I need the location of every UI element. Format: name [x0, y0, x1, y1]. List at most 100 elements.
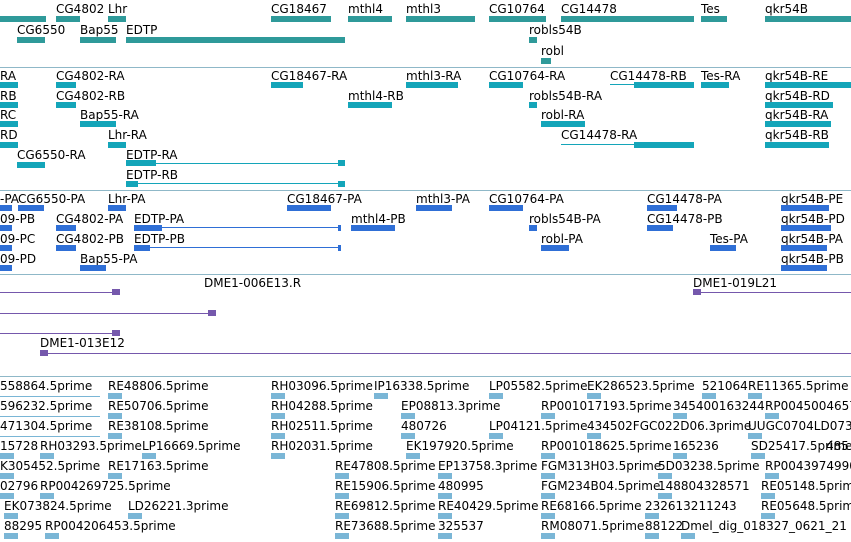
- gene-label[interactable]: robl: [541, 44, 564, 58]
- gene-label[interactable]: CG6550: [17, 23, 66, 37]
- est-feature[interactable]: [0, 453, 14, 459]
- transcript-feature[interactable]: [108, 142, 126, 148]
- est-label[interactable]: SD25417.5prime: [751, 439, 851, 453]
- est-feature[interactable]: [40, 493, 54, 499]
- transcript-feature[interactable]: [489, 82, 523, 88]
- gene-label[interactable]: CG4802: [56, 2, 105, 16]
- est-feature[interactable]: [541, 493, 555, 499]
- protein-feature[interactable]: [541, 245, 569, 251]
- clone-label[interactable]: DME1-006E13.R: [204, 276, 302, 290]
- protein-label[interactable]: 09-PB: [0, 212, 36, 226]
- est-label[interactable]: EK197920.5prime: [406, 439, 514, 453]
- est-label[interactable]: 02796: [0, 479, 39, 493]
- transcript-label[interactable]: EDTP-RB: [126, 168, 179, 182]
- clone-end[interactable]: [112, 289, 120, 295]
- transcript-label[interactable]: Tes-RA: [701, 69, 741, 83]
- gene-label[interactable]: Bap55: [80, 23, 119, 37]
- est-label[interactable]: FGM234B04.5prime: [541, 479, 661, 493]
- protein-feature[interactable]: [0, 225, 12, 231]
- est-feature[interactable]: [335, 473, 349, 479]
- transcript-label[interactable]: CG18467-RA: [271, 69, 348, 83]
- transcript-label[interactable]: CG6550-RA: [17, 148, 86, 162]
- transcript-label[interactable]: robl-RA: [541, 108, 585, 122]
- est-feature[interactable]: [374, 393, 388, 399]
- est-label[interactable]: RE11365.5prime: [748, 379, 849, 393]
- transcript-feature[interactable]: [765, 82, 851, 88]
- est-feature[interactable]: [645, 533, 659, 539]
- est-feature[interactable]: [142, 453, 156, 459]
- transcript-feature[interactable]: [765, 121, 831, 127]
- protein-feature[interactable]: [80, 265, 106, 271]
- transcript-feature[interactable]: [338, 181, 345, 187]
- est-label[interactable]: 521064: [702, 379, 748, 393]
- est-label[interactable]: RE05648.5prime: [761, 499, 851, 513]
- protein-label[interactable]: Bap55-PA: [80, 252, 138, 266]
- est-feature[interactable]: [438, 513, 452, 519]
- protein-label[interactable]: robl-PA: [541, 232, 583, 246]
- protein-feature[interactable]: [134, 225, 162, 231]
- est-label[interactable]: RH02511.5prime: [271, 419, 373, 433]
- est-label[interactable]: EP08813.3prime: [401, 399, 501, 413]
- protein-feature[interactable]: [108, 205, 126, 211]
- est-feature[interactable]: [271, 433, 285, 439]
- protein-label[interactable]: CG10764-PA: [489, 192, 564, 206]
- protein-label[interactable]: EDTP-PB: [134, 232, 185, 246]
- transcript-label[interactable]: mthl4-RB: [348, 89, 404, 103]
- est-feature[interactable]: [335, 533, 349, 539]
- est-label[interactable]: 345400163244: [673, 399, 765, 413]
- est-feature[interactable]: [45, 533, 59, 539]
- est-label[interactable]: RE15906.5prime: [335, 479, 436, 493]
- est-feature[interactable]: [4, 533, 18, 539]
- gene-feature[interactable]: [126, 37, 345, 43]
- est-label[interactable]: RH03293.5prime: [40, 439, 142, 453]
- est-label[interactable]: RE38108.5prime: [108, 419, 209, 433]
- gene-label[interactable]: mthl4: [348, 2, 383, 16]
- gene-label[interactable]: Lhr: [108, 2, 128, 16]
- protein-feature[interactable]: [56, 245, 76, 251]
- est-label[interactable]: RE68166.5prime: [541, 499, 642, 513]
- est-label[interactable]: LP16669.5prime: [142, 439, 241, 453]
- est-label[interactable]: 232613211243: [645, 499, 737, 513]
- transcript-label[interactable]: mthl3-RA: [406, 69, 462, 83]
- est-feature[interactable]: [645, 513, 659, 519]
- transcript-label[interactable]: qkr54B-RE: [765, 69, 829, 83]
- protein-feature[interactable]: [647, 225, 673, 231]
- est-label[interactable]: RP0045004657: [765, 399, 851, 413]
- gene-feature[interactable]: [0, 16, 46, 22]
- protein-feature[interactable]: [351, 225, 395, 231]
- est-label[interactable]: RP004206453.5prime: [45, 519, 176, 533]
- est-feature[interactable]: [673, 453, 687, 459]
- protein-feature[interactable]: [56, 225, 76, 231]
- protein-label[interactable]: mthl3-PA: [416, 192, 470, 206]
- est-label[interactable]: RP0043974990: [765, 459, 851, 473]
- transcript-feature[interactable]: [529, 102, 537, 108]
- est-label[interactable]: LP05582.5prime: [489, 379, 588, 393]
- transcript-feature[interactable]: [765, 142, 829, 148]
- gene-feature[interactable]: [108, 16, 126, 22]
- protein-label[interactable]: CG14478-PB: [647, 212, 723, 226]
- est-feature[interactable]: [438, 493, 452, 499]
- transcript-label[interactable]: Bap55-RA: [80, 108, 139, 122]
- est-feature[interactable]: [658, 473, 672, 479]
- protein-label[interactable]: CG14478-PA: [647, 192, 722, 206]
- transcript-label[interactable]: Lhr-RA: [108, 128, 147, 142]
- est-feature[interactable]: [335, 493, 349, 499]
- clone-end[interactable]: [112, 330, 120, 336]
- gene-label[interactable]: CG14478: [561, 2, 617, 16]
- est-feature[interactable]: [761, 493, 775, 499]
- gene-label[interactable]: qkr54B: [765, 2, 809, 16]
- gene-feature[interactable]: [17, 37, 45, 43]
- est-label[interactable]: RE73688.5prime: [335, 519, 436, 533]
- transcript-feature[interactable]: [348, 102, 392, 108]
- transcript-feature[interactable]: [634, 82, 694, 88]
- gene-feature[interactable]: [529, 37, 537, 43]
- est-feature[interactable]: [401, 433, 415, 439]
- protein-label[interactable]: EDTP-PA: [134, 212, 185, 226]
- est-label[interactable]: RH03096.5prime: [271, 379, 373, 393]
- est-feature[interactable]: [748, 433, 762, 439]
- est-feature[interactable]: [271, 413, 285, 419]
- est-label[interactable]: UUGC0704LD073: [748, 419, 851, 433]
- protein-label[interactable]: qkr54B-PD: [781, 212, 845, 226]
- transcript-feature[interactable]: [338, 160, 345, 166]
